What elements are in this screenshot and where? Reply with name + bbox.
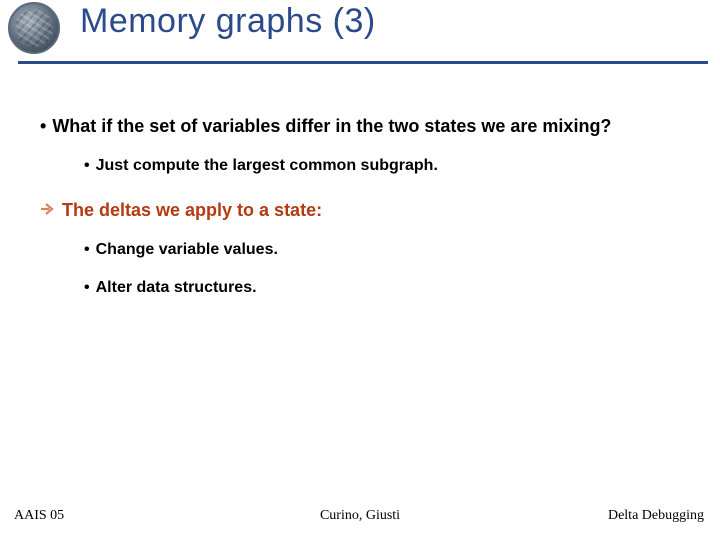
arrow-bullet-text: The deltas we apply to a state:: [62, 199, 322, 222]
footer-right: Delta Debugging: [608, 508, 704, 524]
bullet-level2: • Alter data structures.: [84, 278, 696, 298]
bullet-text: Just compute the largest common subgraph…: [96, 156, 438, 176]
spacer: [36, 260, 696, 278]
bullet-text: Alter data structures.: [96, 278, 257, 298]
arrow-bullet: The deltas we apply to a state:: [40, 199, 696, 222]
slide: Memory graphs (3) • What if the set of v…: [0, 0, 720, 540]
slide-footer: AAIS 05 Curino, Giusti Delta Debugging: [0, 508, 720, 528]
bullet-dot-icon: •: [84, 156, 90, 176]
bullet-text: What if the set of variables differ in t…: [52, 115, 611, 138]
spacer: [36, 222, 696, 240]
footer-left: AAIS 05: [14, 508, 64, 524]
bullet-level1: • What if the set of variables differ in…: [40, 115, 696, 138]
bullet-dot-icon: •: [40, 115, 46, 138]
bullet-text: Change variable values.: [96, 240, 278, 260]
footer-center: Curino, Giusti: [320, 508, 400, 524]
title-underline: [18, 61, 708, 64]
spacer: [36, 138, 696, 156]
bullet-level2: • Just compute the largest common subgra…: [84, 156, 696, 176]
bullet-dot-icon: •: [84, 240, 90, 260]
bullet-dot-icon: •: [84, 278, 90, 298]
slide-header: Memory graphs (3): [0, 0, 720, 64]
spacer: [36, 177, 696, 199]
slide-title: Memory graphs (3): [80, 2, 376, 41]
arrow-right-icon: [40, 202, 56, 216]
seal-logo-icon: [8, 2, 60, 54]
bullet-level2: • Change variable values.: [84, 240, 696, 260]
slide-body: • What if the set of variables differ in…: [36, 115, 696, 298]
